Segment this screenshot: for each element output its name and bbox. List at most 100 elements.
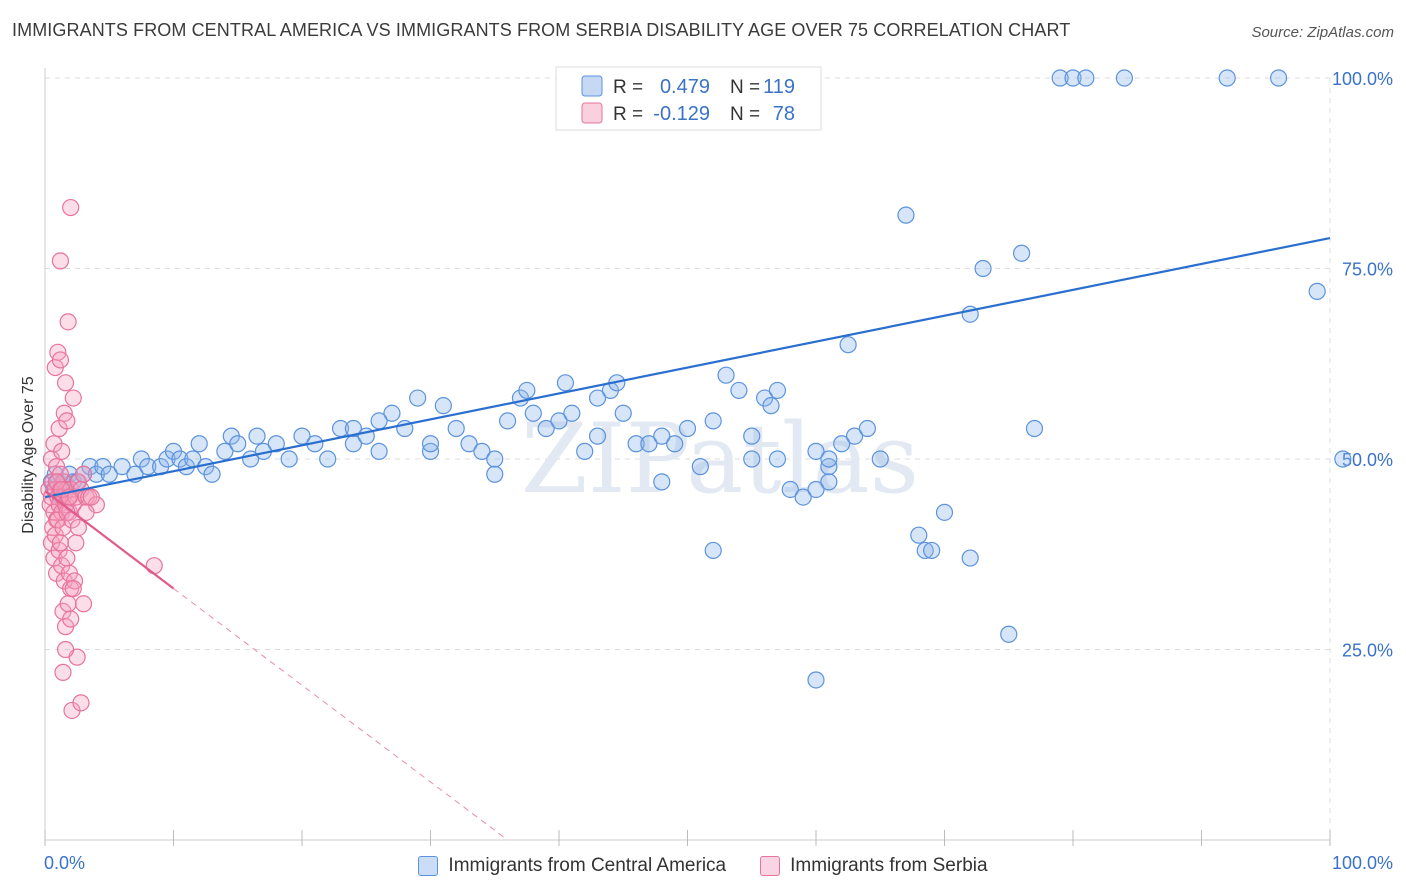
- legend-r-label: R =: [613, 104, 643, 125]
- point-central-america: [678, 419, 697, 438]
- legend-n-label: N =: [730, 77, 760, 98]
- point-central-america: [807, 442, 825, 460]
- point-central-america: [910, 526, 928, 544]
- point-central-america: [473, 442, 491, 460]
- legend-item-serbia[interactable]: Immigrants from Serbia: [760, 855, 988, 877]
- legend-label-central-america: Immigrants from Central America: [448, 855, 727, 876]
- point-serbia: [54, 663, 72, 681]
- point-central-america: [524, 404, 542, 422]
- point-central-america: [961, 549, 979, 567]
- y-tick-label: 25.0%: [1342, 641, 1393, 661]
- trendline-central-america: [44, 236, 1331, 499]
- point-central-america: [807, 671, 825, 689]
- point-serbia: [56, 374, 75, 392]
- point-central-america: [768, 450, 787, 468]
- point-central-america: [576, 442, 594, 460]
- points-layer: [40, 69, 1352, 720]
- point-serbia: [59, 595, 77, 613]
- trendline-serbia: [44, 490, 175, 590]
- source-label: Source: ZipAtlas.com: [1251, 24, 1394, 41]
- point-central-america: [588, 389, 607, 407]
- legend-n-value: 78: [773, 103, 795, 125]
- point-central-america: [897, 206, 915, 224]
- y-tick-label: 75.0%: [1342, 260, 1393, 280]
- point-central-america: [1308, 282, 1326, 300]
- point-serbia: [59, 313, 77, 331]
- point-central-america: [1051, 69, 1069, 87]
- point-central-america: [421, 435, 440, 453]
- point-central-america: [518, 381, 536, 400]
- point-serbia: [53, 442, 71, 460]
- point-central-america: [267, 435, 285, 453]
- point-central-america: [1025, 419, 1044, 438]
- point-central-america: [781, 480, 799, 499]
- point-central-america: [974, 259, 992, 278]
- y-tick-label: 50.0%: [1342, 450, 1393, 470]
- point-central-america: [768, 381, 787, 400]
- point-central-america: [704, 541, 722, 560]
- point-serbia: [64, 579, 82, 598]
- point-central-america: [807, 480, 825, 499]
- point-central-america: [556, 374, 575, 392]
- legend-n-value: 119: [763, 76, 795, 98]
- point-central-america: [550, 412, 568, 430]
- point-central-america: [588, 427, 607, 445]
- y-axis-label: Disability Age Over 75: [20, 376, 37, 534]
- legend-r-label: R =: [613, 77, 643, 98]
- point-central-america: [370, 442, 388, 460]
- point-serbia: [74, 595, 93, 613]
- point-serbia: [145, 557, 163, 575]
- point-central-america: [730, 381, 748, 400]
- point-central-america: [923, 541, 941, 560]
- legend-n-label: N =: [730, 104, 760, 125]
- point-central-america: [871, 450, 889, 468]
- point-central-america: [833, 435, 851, 453]
- point-central-america: [139, 458, 157, 476]
- legend-r-value: 0.479: [660, 76, 710, 98]
- point-central-america: [743, 427, 761, 445]
- x-tick-label-min: 0.0%: [44, 853, 85, 873]
- point-serbia: [62, 610, 80, 628]
- point-central-america: [113, 458, 131, 476]
- point-serbia: [51, 351, 70, 369]
- point-serbia: [58, 549, 76, 567]
- point-serbia: [77, 503, 95, 521]
- y-tick-label: 100.0%: [1332, 69, 1393, 89]
- legend-item-central-america[interactable]: Immigrants from Central America: [418, 855, 726, 877]
- point-central-america: [486, 465, 504, 483]
- legend-box: R = 0.479 N = 119 R = -0.129 N = 78: [555, 66, 822, 131]
- point-central-america: [447, 419, 465, 438]
- point-central-america: [820, 450, 838, 468]
- point-central-america: [409, 389, 427, 407]
- point-central-america: [460, 435, 478, 453]
- point-central-america: [383, 404, 401, 422]
- point-central-america: [653, 427, 671, 445]
- legend-swatch-central-america: [581, 75, 603, 97]
- point-central-america: [935, 503, 954, 521]
- point-central-america: [319, 450, 337, 468]
- point-central-america: [1218, 69, 1236, 87]
- axis-layer: 25.0% 50.0% 75.0% 100.0% 0.0% 100.0%: [44, 68, 1393, 873]
- point-central-america: [1334, 450, 1352, 468]
- point-central-america: [845, 427, 864, 445]
- legend-swatch-serbia: [581, 102, 603, 124]
- x-tick-label-max: 100.0%: [1332, 853, 1393, 873]
- point-central-america: [434, 397, 452, 415]
- point-central-america: [370, 412, 388, 430]
- point-central-america: [190, 435, 208, 453]
- point-central-america: [839, 336, 857, 354]
- point-serbia: [69, 518, 88, 537]
- point-central-america: [248, 427, 266, 445]
- point-central-america: [1000, 625, 1018, 643]
- point-serbia: [67, 534, 85, 552]
- point-central-america: [666, 435, 684, 453]
- trend-layer: [44, 236, 1331, 841]
- point-central-america: [614, 404, 632, 422]
- point-central-america: [691, 458, 709, 476]
- point-serbia: [72, 694, 90, 712]
- point-central-america: [858, 419, 877, 438]
- legend-label-serbia: Immigrants from Serbia: [790, 855, 988, 876]
- point-central-america: [627, 435, 645, 453]
- point-serbia: [56, 640, 75, 659]
